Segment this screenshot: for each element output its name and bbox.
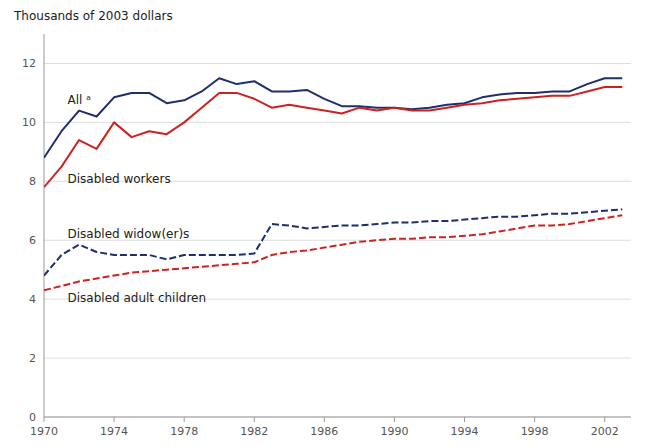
series-line [44,215,622,290]
x-tick [464,417,465,422]
x-tick-label: 1998 [521,425,549,438]
x-axis: 1970 1974 1978 1982 1986 1990 1994 1998 2002 [30,417,631,438]
x-tick-label: 1990 [380,425,408,438]
grid-line [44,63,631,64]
x-tick [534,417,535,422]
line-label: Disabled workers [68,172,171,186]
x-tick [604,417,605,422]
y-tick-label: 2 [29,352,36,365]
series-line [44,209,622,275]
x-tick [254,417,255,422]
x-axis-line [44,417,631,418]
line-labels: All ᵃ Disabled workers Disabled widow(er)s… [68,93,207,305]
line-label: Disabled widow(er)s [68,227,190,241]
y-axis-label: Thousands of 2003 dollars [13,9,173,23]
y-tick-label: 0 [29,411,36,424]
x-tick [114,417,115,422]
y-axis-line [44,34,45,417]
y-tick-label: 12 [22,57,36,70]
x-tick-label: 1986 [310,425,338,438]
line-label: All ᵃ [68,93,91,107]
series-line [44,78,622,158]
y-tick-label: 6 [29,234,36,247]
x-tick [184,417,185,422]
y-axis: 0 2 4 6 8 10 12 [22,34,631,424]
y-tick-label: 8 [29,175,36,188]
x-tick [44,417,45,422]
x-tick-label: 1970 [30,425,58,438]
x-tick-label: 1974 [100,425,128,438]
x-tick-label: 1994 [451,425,479,438]
y-tick-label: 4 [29,293,36,306]
x-tick-label: 1978 [170,425,198,438]
grid-line [44,358,631,359]
x-tick-label: 1982 [240,425,268,438]
series-line [44,87,622,187]
lines [44,78,622,290]
x-tick [394,417,395,422]
y-tick-label: 10 [22,116,36,129]
line-label: Disabled adult children [68,291,207,305]
grid-line [44,417,631,418]
x-tick-label: 2002 [591,425,619,438]
grid-line [44,122,631,123]
chart: 0 2 4 6 8 10 12 1970 1974 1978 1982 1986 1990 1994 199… [0,0,649,447]
x-tick [324,417,325,422]
